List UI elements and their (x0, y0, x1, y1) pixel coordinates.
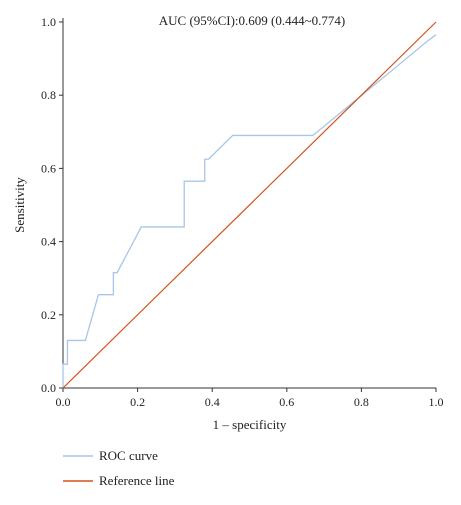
x-tick-label: 0.4 (205, 395, 220, 409)
legend-roc-curve-label: ROC curve (99, 448, 158, 463)
y-tick-label: 0.2 (41, 308, 56, 322)
roc-curve-line (62, 34, 437, 388)
x-axis-title: 1 – specificity (213, 417, 287, 432)
y-tick-label: 0.6 (41, 161, 56, 175)
y-axis-title: Sensitivity (12, 177, 27, 233)
x-tick-label: 0.0 (56, 395, 71, 409)
x-tick-label: 1.0 (429, 395, 444, 409)
y-tick-label: 0.4 (41, 235, 56, 249)
y-tick-label: 0.8 (41, 88, 56, 102)
x-tick-label: 0.6 (279, 395, 294, 409)
legend-reference-line-label: Reference line (99, 473, 175, 488)
y-tick-label: 0.0 (41, 381, 56, 395)
reference-line (62, 21, 437, 389)
auc-annotation: AUC (95%CI):0.609 (0.444~0.774) (159, 13, 346, 28)
x-tick-label: 0.2 (130, 395, 145, 409)
y-tick-label: 1.0 (41, 15, 56, 29)
x-tick-label: 0.8 (354, 395, 369, 409)
